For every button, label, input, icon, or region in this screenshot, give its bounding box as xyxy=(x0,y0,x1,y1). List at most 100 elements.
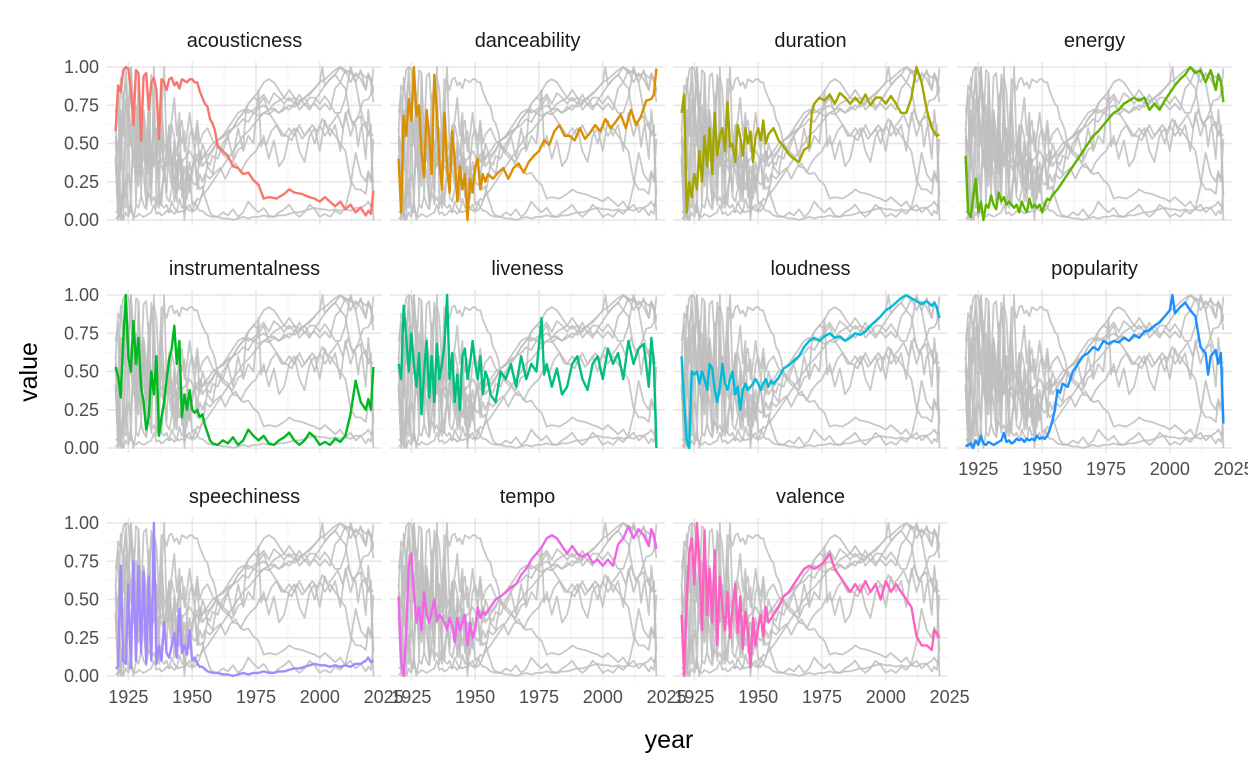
background-series-line xyxy=(115,294,375,449)
background-series-line xyxy=(115,66,375,221)
panel-title: acousticness xyxy=(187,30,303,52)
background-series-line xyxy=(398,294,658,449)
y-tick-label: 0.75 xyxy=(64,95,99,115)
background-series-line xyxy=(964,294,1225,449)
background-series-line xyxy=(681,66,941,221)
x-tick-label: 1975 xyxy=(802,687,842,707)
background-series-line xyxy=(397,294,658,449)
series-line-duration xyxy=(680,65,941,214)
panel-instrumentalness: instrumentalness 0.00 0.25 0.50 0.75 1.00 xyxy=(64,258,382,458)
x-tick-label: 2025 xyxy=(1214,459,1248,479)
panel-tempo: tempo 1925 1950 1975 2000 2025 xyxy=(390,486,687,707)
x-tick-label: 1925 xyxy=(391,687,431,707)
x-tick-label: 2000 xyxy=(300,687,340,707)
panel-acousticness: acousticness 0.00 0.25 0.50 0.75 1.00 xyxy=(64,30,382,230)
series-line-instrumentalness xyxy=(114,293,375,447)
y-tick-label: 0.75 xyxy=(64,551,99,571)
y-tick-label: 0.25 xyxy=(64,172,99,192)
x-tick-label: 1950 xyxy=(455,687,495,707)
x-tick-label: 2000 xyxy=(583,687,623,707)
background-series-line xyxy=(964,294,1225,449)
background-series-line xyxy=(397,294,658,445)
background-series-line xyxy=(964,66,1225,217)
y-tick-label: 1.00 xyxy=(64,57,99,77)
panel-energy: energy xyxy=(957,30,1232,225)
x-tick-label: 1925 xyxy=(958,459,998,479)
background-series-line xyxy=(680,522,941,677)
y-tick-label: 0.75 xyxy=(64,323,99,343)
y-tick-label: 0.50 xyxy=(64,134,99,154)
series-line-popularity xyxy=(964,293,1225,450)
x-tick-label: 1925 xyxy=(674,687,714,707)
background-series-line xyxy=(114,294,375,445)
y-tick-label: 0.00 xyxy=(64,210,99,230)
series-line-loudness xyxy=(680,293,941,450)
panel-title: duration xyxy=(774,30,846,52)
x-tick-label: 2025 xyxy=(364,687,404,707)
x-tick-label: 2025 xyxy=(930,687,970,707)
panel-title: speechiness xyxy=(189,486,300,508)
y-tick-label: 0.00 xyxy=(64,438,99,458)
background-series-line xyxy=(964,297,1225,449)
series-line-valence xyxy=(680,521,941,678)
background-series-line xyxy=(964,66,1225,221)
background-series-line xyxy=(114,66,375,221)
panels: acousticness 0.00 0.25 0.50 0.75 1.00 danceabi… xyxy=(64,30,1248,707)
series-line-danceability xyxy=(397,65,658,222)
series-line-acousticness xyxy=(114,65,375,217)
panel-valence: valence 1925 1950 1975 2000 2025 xyxy=(673,486,970,707)
panel-duration: duration xyxy=(673,30,948,225)
x-tick-label: 1950 xyxy=(1022,459,1062,479)
y-tick-label: 0.50 xyxy=(64,362,99,382)
background-series-line xyxy=(398,522,658,677)
background-series-line xyxy=(680,66,941,217)
background-series-line xyxy=(397,522,658,677)
y-tick-label: 1.00 xyxy=(64,513,99,533)
panel-speechiness: speechiness 0.00 0.25 0.50 0.75 1.00 1925 1950 1… xyxy=(64,486,404,707)
background-series-line xyxy=(114,522,375,673)
y-tick-label: 0.50 xyxy=(64,590,99,610)
background-series-line xyxy=(397,66,658,221)
background-series-line xyxy=(681,294,941,449)
background-series-line xyxy=(398,66,658,221)
background-series-line xyxy=(680,522,941,673)
background-series-line xyxy=(397,522,658,677)
series-line-energy xyxy=(964,65,1225,222)
background-series-line xyxy=(681,522,941,677)
background-series-line xyxy=(114,69,375,221)
background-series-line xyxy=(680,294,941,445)
series-line-speechiness xyxy=(114,521,375,678)
background-series-line xyxy=(114,66,375,221)
x-tick-label: 2000 xyxy=(1150,459,1190,479)
panel-title: popularity xyxy=(1051,258,1138,280)
series-line-tempo xyxy=(397,524,658,678)
panel-title: loudness xyxy=(770,258,850,280)
background-series-line xyxy=(964,294,1225,445)
y-tick-label: 1.00 xyxy=(64,285,99,305)
x-tick-label: 1975 xyxy=(519,687,559,707)
y-tick-label: 0.25 xyxy=(64,628,99,648)
background-series-line xyxy=(397,66,658,221)
panel-title: instrumentalness xyxy=(169,258,320,280)
x-tick-label: 2025 xyxy=(647,687,687,707)
background-series-line xyxy=(397,522,658,673)
panel-popularity: popularity 1925 1950 1975 2000 2025 xyxy=(957,258,1248,479)
series-line-liveness xyxy=(397,293,658,449)
x-tick-label: 1925 xyxy=(108,687,148,707)
background-series-line xyxy=(680,294,941,449)
background-series-line xyxy=(115,522,375,677)
y-axis-title: value xyxy=(15,342,43,402)
panel-liveness: liveness xyxy=(390,258,665,453)
background-series-line xyxy=(964,69,1225,221)
panel-title: tempo xyxy=(500,486,556,508)
panel-danceability: danceability xyxy=(390,30,665,225)
panel-title: danceability xyxy=(475,30,581,52)
x-tick-label: 1950 xyxy=(172,687,212,707)
panel-title: energy xyxy=(1064,30,1125,52)
x-tick-label: 2000 xyxy=(866,687,906,707)
background-series-line xyxy=(114,297,375,449)
panel-title: valence xyxy=(776,486,845,508)
y-tick-label: 0.00 xyxy=(64,666,99,686)
x-tick-label: 1950 xyxy=(738,687,778,707)
